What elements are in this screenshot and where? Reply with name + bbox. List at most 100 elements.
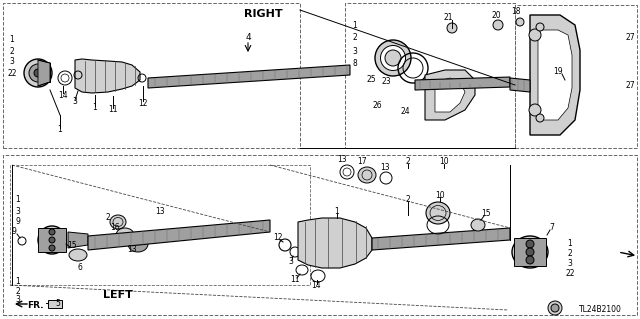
Circle shape	[516, 18, 524, 26]
Text: 21: 21	[444, 13, 452, 23]
Polygon shape	[148, 65, 350, 88]
Text: 1: 1	[10, 35, 14, 44]
Bar	[345, 3, 515, 148]
Circle shape	[49, 237, 55, 243]
Circle shape	[536, 23, 544, 31]
Text: 9: 9	[12, 226, 17, 235]
Text: 13: 13	[380, 164, 390, 173]
Circle shape	[49, 245, 55, 251]
Circle shape	[551, 304, 559, 312]
Polygon shape	[415, 77, 510, 90]
Text: 2: 2	[15, 286, 20, 295]
Ellipse shape	[426, 202, 450, 224]
Polygon shape	[538, 30, 572, 120]
Text: 20: 20	[491, 11, 501, 19]
Bar	[3, 3, 300, 148]
Text: 17: 17	[357, 158, 367, 167]
Text: 3: 3	[353, 47, 357, 56]
Polygon shape	[38, 60, 50, 86]
Text: 25: 25	[366, 76, 376, 85]
Bar	[3, 155, 637, 315]
Text: 1: 1	[15, 278, 20, 286]
Text: 13: 13	[155, 207, 165, 217]
Text: 23: 23	[381, 78, 391, 86]
Text: 3: 3	[10, 57, 15, 66]
Text: 1: 1	[335, 207, 339, 217]
Ellipse shape	[375, 40, 411, 76]
Polygon shape	[435, 78, 465, 112]
Text: 2: 2	[353, 33, 357, 42]
Text: 1: 1	[93, 103, 97, 113]
Circle shape	[526, 240, 534, 248]
Text: 2: 2	[568, 249, 572, 257]
Ellipse shape	[381, 46, 406, 70]
Polygon shape	[372, 228, 510, 250]
Circle shape	[529, 104, 541, 116]
Text: 22: 22	[7, 69, 17, 78]
Polygon shape	[48, 300, 62, 308]
Text: 3: 3	[289, 257, 293, 266]
Text: 3: 3	[15, 295, 20, 305]
Text: 19: 19	[553, 68, 563, 77]
Text: 1: 1	[353, 20, 357, 29]
Circle shape	[493, 20, 503, 30]
Text: 3: 3	[568, 258, 572, 268]
Circle shape	[526, 256, 534, 264]
Circle shape	[49, 229, 55, 235]
Ellipse shape	[128, 236, 148, 252]
Text: LEFT: LEFT	[103, 290, 133, 300]
Ellipse shape	[385, 50, 401, 66]
Circle shape	[526, 248, 534, 256]
Ellipse shape	[116, 228, 134, 242]
Text: 3: 3	[72, 98, 77, 107]
Ellipse shape	[110, 215, 126, 229]
Polygon shape	[38, 228, 66, 252]
Text: 24: 24	[400, 108, 410, 116]
Text: 8: 8	[353, 60, 357, 69]
Polygon shape	[425, 70, 475, 120]
Bar	[515, 5, 637, 148]
Text: 2: 2	[406, 196, 410, 204]
Text: 5: 5	[56, 300, 60, 308]
Text: 9: 9	[15, 218, 20, 226]
Ellipse shape	[69, 249, 87, 261]
Text: 1: 1	[58, 125, 62, 135]
Polygon shape	[514, 238, 546, 266]
Text: 11: 11	[108, 106, 118, 115]
Text: 15: 15	[67, 241, 77, 250]
Text: 11: 11	[291, 276, 300, 285]
Text: RIGHT: RIGHT	[244, 9, 282, 19]
Text: 13: 13	[337, 155, 347, 165]
Text: 6: 6	[77, 263, 83, 272]
Circle shape	[447, 23, 457, 33]
Polygon shape	[510, 78, 530, 92]
Text: 12: 12	[138, 99, 148, 108]
Text: 2: 2	[106, 213, 110, 222]
Text: 15: 15	[481, 209, 491, 218]
Polygon shape	[68, 232, 88, 248]
Text: 3: 3	[15, 206, 20, 216]
Ellipse shape	[34, 69, 42, 77]
Ellipse shape	[38, 226, 66, 254]
Text: 10: 10	[435, 190, 445, 199]
Text: 27: 27	[625, 33, 635, 42]
Ellipse shape	[24, 59, 52, 87]
Text: TL24B2100: TL24B2100	[579, 306, 621, 315]
Text: 10: 10	[439, 158, 449, 167]
Text: 7: 7	[550, 224, 554, 233]
Polygon shape	[75, 59, 140, 93]
Polygon shape	[530, 15, 580, 135]
Circle shape	[548, 301, 562, 315]
Polygon shape	[298, 218, 372, 268]
Bar	[560, 80, 578, 94]
Circle shape	[529, 29, 541, 41]
Ellipse shape	[358, 167, 376, 183]
Ellipse shape	[471, 219, 485, 231]
Text: 1: 1	[568, 239, 572, 248]
Text: 27: 27	[625, 80, 635, 90]
Bar	[10, 165, 310, 285]
Text: 1: 1	[15, 196, 20, 204]
Ellipse shape	[29, 64, 47, 82]
Circle shape	[536, 114, 544, 122]
Text: 2: 2	[10, 47, 14, 56]
